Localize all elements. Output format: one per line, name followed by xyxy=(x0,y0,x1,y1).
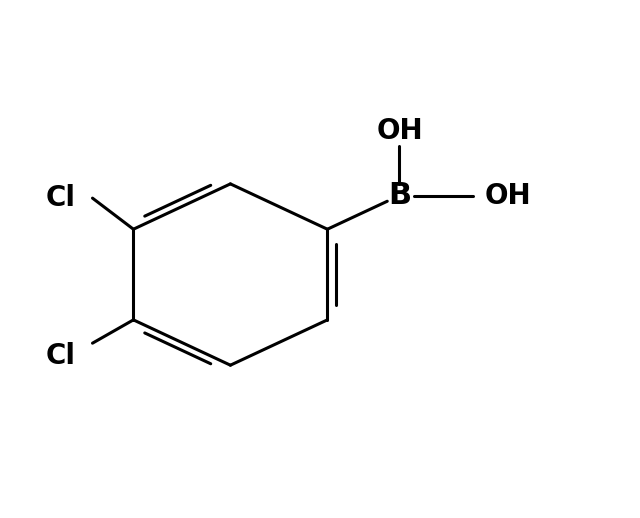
Text: Cl: Cl xyxy=(45,342,76,370)
Text: Cl: Cl xyxy=(45,184,76,212)
Text: OH: OH xyxy=(376,117,423,145)
Text: B: B xyxy=(388,181,411,210)
Text: OH: OH xyxy=(485,181,532,210)
